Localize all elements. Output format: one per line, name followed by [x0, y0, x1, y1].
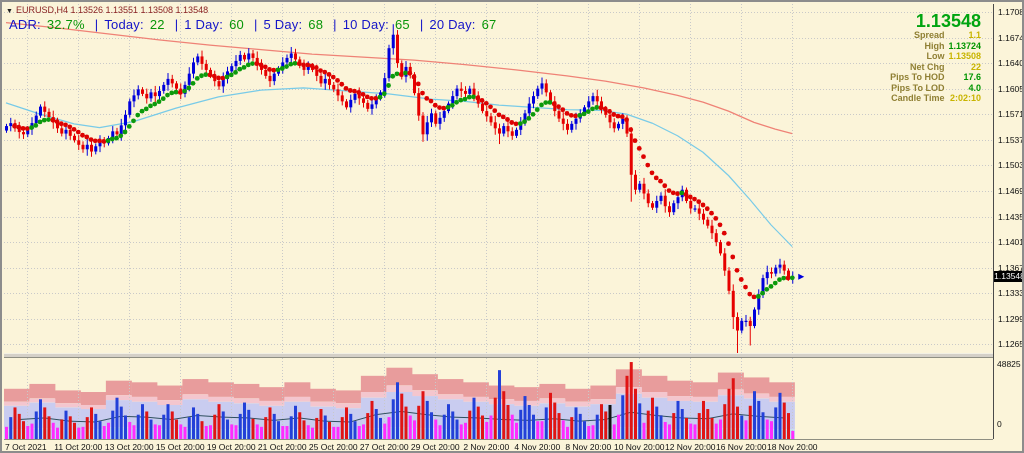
info-row-low: Low 1.13508 [890, 51, 982, 62]
info-row-spread: Spread 1.1 [890, 30, 981, 41]
volume-chart-canvas[interactable] [4, 358, 993, 439]
price-chart-canvas[interactable] [4, 4, 993, 353]
adr-indicator-readout: ADR: 32.7% | Today: 22 | 1 Day: 60 | 5 Day: 68 | 10 … [9, 17, 502, 32]
info-label: Net Chg [910, 61, 947, 72]
adr-label: 1 Day: [184, 17, 224, 32]
adr-value: 65 [394, 17, 410, 32]
time-axis-label: 13 Oct 20:00 [104, 442, 154, 452]
adr-label: ADR: [9, 17, 41, 32]
time-axis-label: 11 Oct 20:00 [54, 442, 103, 452]
info-label: Spread [913, 30, 947, 40]
info-value: 4.0 [968, 82, 981, 93]
info-label: High [924, 40, 947, 51]
info-row-candle-time: Candle Time 2:02:10 [890, 93, 981, 104]
current-price-badge: 1.13548 [994, 271, 1024, 283]
price-axis-label: 1.15035 [998, 160, 1024, 171]
adr-separator: | [94, 17, 99, 32]
volume-axis-max-label: 48825 [997, 359, 1021, 369]
info-value: 22 [970, 61, 981, 72]
price-axis-label: 1.12650 [998, 339, 1024, 349]
time-axis-label: 7 Oct 2021 [5, 442, 47, 452]
price-axis[interactable]: 1.17080 1.16740 1.16400 1.16055 1.15715 1.153… [993, 4, 1024, 439]
time-axis[interactable]: 7 Oct 2021 11 Oct 20:00 13 Oct 20:00 15 Oct… [4, 439, 993, 452]
info-value: 1.13508 [948, 51, 981, 61]
pane-separator[interactable] [4, 353, 993, 358]
adr-label: 20 Day: [429, 17, 476, 32]
info-row-pips-to-lod: Pips To LOD 4.0 [890, 83, 981, 94]
price-axis-label: 1.13330 [998, 288, 1024, 299]
time-axis-label: 15 Oct 20:00 [155, 442, 205, 452]
info-row-pips-to-hod: Pips To HOD 17.6 [890, 72, 981, 83]
adr-separator: | [174, 17, 179, 32]
price-axis-label: 1.14010 [998, 237, 1024, 248]
price-axis-label: 1.15715 [998, 109, 1024, 120]
price-axis-label: 1.14695 [998, 185, 1024, 196]
info-value: 1.1 [968, 30, 981, 40]
time-axis-label: 16 Nov 20:00 [715, 442, 767, 452]
chart-ticker: ▼ EURUSD,H4 1.13526 1.13551 1.13508 1.135… [6, 5, 208, 15]
time-axis-label: 29 Oct 20:00 [410, 442, 460, 452]
adr-value: 68 [308, 17, 324, 32]
adr-value: 60 [229, 17, 244, 32]
time-axis-label: 21 Oct 20:00 [257, 442, 307, 452]
info-label: Pips To HOD [890, 72, 947, 82]
current-price-display: 1.13548 [915, 11, 981, 31]
time-axis-label: 19 Oct 20:00 [206, 442, 256, 452]
price-axis-label: 1.17080 [998, 7, 1024, 18]
price-axis-label: 1.12990 [998, 313, 1024, 324]
info-row-net-chg: Net Chg 22 [890, 62, 981, 73]
price-axis-label: 1.16055 [998, 84, 1024, 94]
price-axis-label: 1.13670 [998, 262, 1024, 273]
chevron-down-icon[interactable]: ▼ [6, 8, 13, 15]
time-axis-label: 12 Nov 20:00 [664, 442, 716, 452]
price-info-rows: Spread 1.1 High 1.13724 Low 1.13508 Net Chg… [890, 30, 981, 104]
time-axis-label: 8 Nov 20:00 [565, 442, 612, 452]
price-axis-label: 1.16740 [998, 32, 1024, 43]
price-axis-label: 1.15375 [998, 134, 1024, 145]
price-axis-label: 1.14350 [998, 211, 1024, 222]
info-value: 17.6 [963, 72, 981, 82]
adr-value: 32.7% [46, 17, 85, 32]
time-axis-label: 27 Oct 20:00 [359, 442, 409, 452]
adr-value: 67 [481, 17, 497, 32]
ticker-ohlc-text: EURUSD,H4 1.13526 1.13551 1.13508 1.1354… [15, 5, 209, 15]
adr-label: 10 Day: [342, 17, 389, 32]
volume-axis-zero-label: 0 [997, 419, 1002, 429]
price-axis-label: 1.16400 [998, 58, 1024, 69]
info-label: Low [926, 51, 947, 61]
adr-separator: | [419, 17, 424, 32]
info-label: Pips To LOD [891, 82, 947, 93]
info-row-high: High 1.13724 [890, 40, 982, 52]
time-axis-label: 18 Nov 20:00 [766, 442, 818, 452]
adr-separator: | [333, 17, 337, 32]
time-axis-label: 2 Nov 20:00 [463, 442, 510, 452]
info-label: Candle Time [891, 93, 947, 103]
adr-label: 5 Day: [263, 17, 303, 32]
adr-label: Today: [104, 17, 144, 32]
time-axis-label: 10 Nov 20:00 [613, 442, 665, 452]
adr-separator: | [253, 17, 258, 32]
time-axis-label: 25 Oct 20:00 [308, 442, 358, 452]
adr-value: 22 [149, 17, 165, 32]
time-axis-label: 4 Nov 20:00 [514, 442, 561, 452]
price-info-panel: 1.13548 Spread 1.1 High 1.13724 Low 1.1350… [890, 12, 981, 104]
info-value: 1.13724 [948, 40, 981, 51]
info-value: 2:02:10 [949, 93, 981, 103]
